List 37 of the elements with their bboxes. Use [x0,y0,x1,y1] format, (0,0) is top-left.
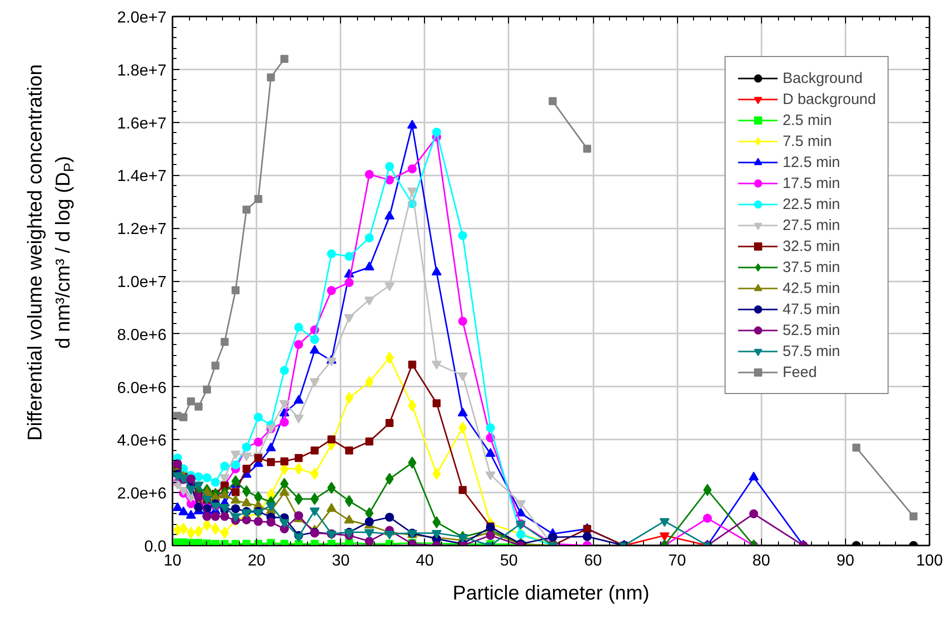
legend-label: 22.5 min [782,195,840,213]
legend-label: 27.5 min [782,216,840,234]
y-tick-label: 1.2e+7 [117,221,167,238]
x-tick-label: 10 [164,552,182,570]
y-tick-label: 4.0e+6 [117,432,167,450]
legend-label: 17.5 min [782,174,840,192]
legend-label: 12.5 min [782,153,840,171]
legend-label: 7.5 min [782,132,832,150]
x-tick-label: 60 [584,552,602,570]
x-tick-label: 40 [416,552,434,570]
legend-label: 42.5 min [782,279,840,297]
y-tick-label: 8.0e+6 [117,326,167,344]
legend-label: Background [782,69,863,87]
y-tick-label: 0.0 [144,538,167,556]
x-tick-label: 80 [752,552,770,570]
y-tick-label: 1.8e+7 [117,62,167,80]
y-tick-label: 6.0e+6 [117,380,167,397]
legend-label: 47.5 min [782,300,840,318]
x-tick-label: 20 [248,552,266,570]
legend-label: D background [782,90,876,108]
legend-label: Feed [782,363,817,381]
x-axis-title: Particle diameter (nm) [452,582,650,604]
legend-label: 32.5 min [782,237,840,255]
y-tick-label: 1.0e+7 [117,274,167,291]
y-tick-label: 2.0e+7 [117,10,167,26]
x-tick-label: 50 [500,552,518,570]
legend-label: 2.5 min [782,111,832,129]
legend-label: 57.5 min [782,342,840,360]
y-tick-label: 1.6e+7 [117,115,167,132]
y-tick-label: 2.0e+6 [117,486,167,503]
legend-label: 52.5 min [782,321,840,339]
legend-label: 37.5 min [782,258,840,276]
x-tick-label: 100 [916,552,943,570]
y-tick-label: 1.4e+7 [117,168,167,186]
x-tick-label: 30 [332,552,350,570]
x-tick-label: 70 [668,552,686,570]
x-tick-label: 90 [836,552,854,570]
